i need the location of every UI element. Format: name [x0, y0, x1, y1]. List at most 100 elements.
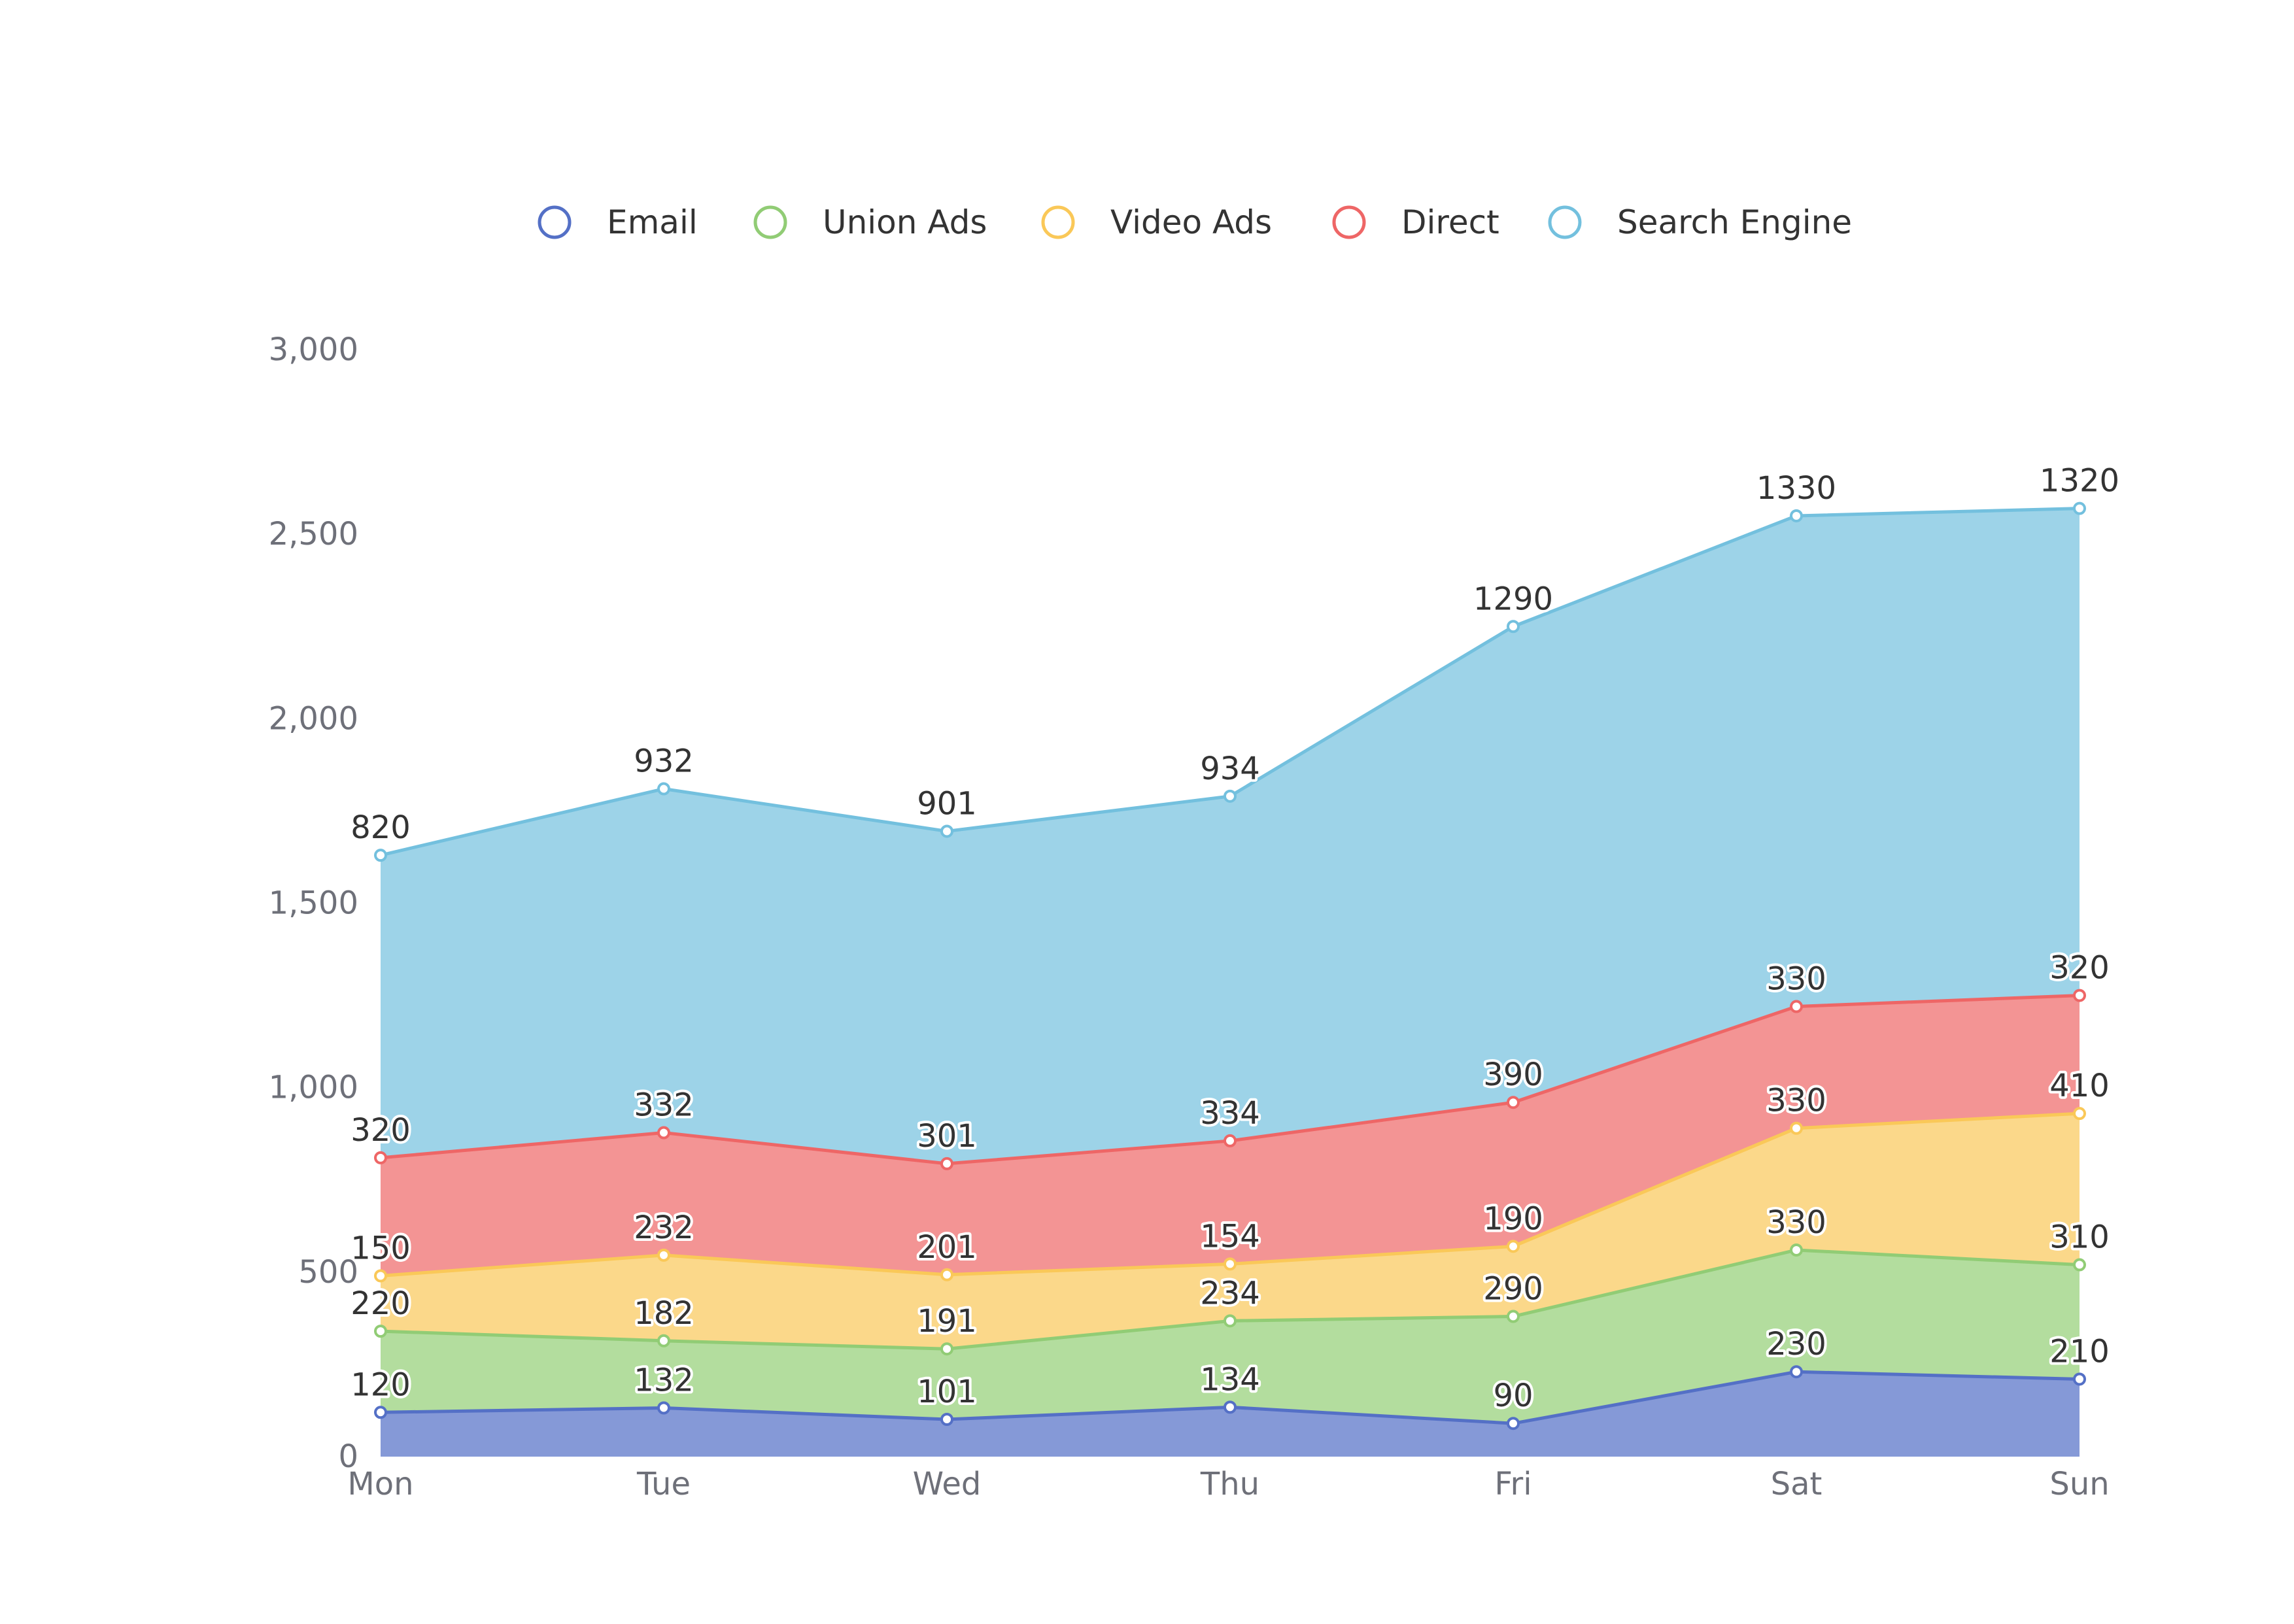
data-label-union-ads: 191 [917, 1303, 977, 1340]
area-search-engine [381, 508, 2080, 1164]
data-point-direct[interactable] [1507, 1096, 1520, 1109]
data-label-direct: 390 [1483, 1057, 1543, 1093]
data-label-email: 230 [1766, 1326, 1826, 1362]
x-tick-label: Thu [1200, 1466, 1259, 1502]
area-direct [381, 995, 2080, 1276]
data-point-email[interactable] [374, 1406, 387, 1419]
legend-label: Direct [1401, 203, 1499, 241]
legend-label: Video Ads [1110, 203, 1272, 241]
data-label-union-ads: 182 [634, 1295, 694, 1332]
area-email [381, 1372, 2080, 1457]
data-point-direct[interactable] [1224, 1134, 1237, 1147]
data-point-email[interactable] [2073, 1372, 2086, 1386]
data-label-email: 120 [351, 1366, 411, 1403]
y-tick-label: 3,000 [269, 331, 358, 368]
area-union-ads [381, 1249, 2080, 1424]
y-tick-label: 0 [338, 1438, 358, 1475]
data-point-search-engine[interactable] [1790, 509, 1803, 522]
legend-label: Union Ads [823, 203, 987, 241]
data-point-union-ads[interactable] [2073, 1258, 2086, 1272]
x-tick-label: Tue [636, 1466, 691, 1502]
legend-item-email[interactable]: Email [538, 203, 698, 241]
legend-label: Email [607, 203, 698, 241]
data-point-union-ads[interactable] [657, 1334, 670, 1347]
data-point-union-ads[interactable] [940, 1342, 953, 1356]
data-label-video-ads: 154 [1200, 1218, 1260, 1255]
data-point-search-engine[interactable] [1224, 789, 1237, 803]
legend-item-video-ads[interactable]: Video Ads [1041, 203, 1272, 241]
data-label-email: 210 [2049, 1333, 2110, 1370]
data-labels-layer: 120 132 101 134 90 230 210 220 182 191 234 290 330 31… [348, 460, 2122, 1417]
data-label-search-engine: 820 [351, 809, 411, 846]
data-point-union-ads[interactable] [1507, 1310, 1520, 1323]
data-point-search-engine[interactable] [374, 849, 387, 862]
data-point-video-ads[interactable] [1507, 1240, 1520, 1253]
x-tick-label: Wed [913, 1466, 982, 1502]
data-point-video-ads[interactable] [2073, 1107, 2086, 1121]
data-point-direct[interactable] [2073, 989, 2086, 1002]
data-label-union-ads: 290 [1483, 1271, 1543, 1308]
data-label-email: 90 [1493, 1378, 1533, 1414]
data-label-search-engine: 1330 [1756, 470, 1836, 507]
areas-layer [381, 508, 2080, 1457]
data-point-search-engine[interactable] [940, 824, 953, 838]
data-label-video-ads: 190 [1483, 1200, 1543, 1237]
data-point-direct[interactable] [1790, 1000, 1803, 1013]
data-label-video-ads: 410 [2049, 1068, 2110, 1104]
data-label-union-ads: 310 [2049, 1219, 2110, 1256]
data-label-video-ads: 232 [634, 1210, 694, 1246]
y-tick-label: 2,500 [269, 516, 358, 552]
y-tick-label: 1,500 [269, 885, 358, 922]
data-point-union-ads[interactable] [1790, 1243, 1803, 1257]
data-point-video-ads[interactable] [374, 1269, 387, 1283]
data-label-search-engine: 901 [917, 785, 977, 822]
data-point-search-engine[interactable] [1507, 620, 1520, 634]
legend-marker-icon [1041, 205, 1075, 239]
data-point-video-ads[interactable] [1224, 1257, 1237, 1271]
legend-item-direct[interactable]: Direct [1332, 203, 1499, 241]
data-label-email: 132 [634, 1362, 694, 1399]
data-label-video-ads: 150 [351, 1230, 411, 1266]
data-point-email[interactable] [1507, 1417, 1520, 1430]
legend-item-union-ads[interactable]: Union Ads [753, 203, 987, 241]
data-point-direct[interactable] [374, 1151, 387, 1164]
data-point-search-engine[interactable] [2073, 501, 2086, 515]
data-point-direct[interactable] [657, 1126, 670, 1140]
data-point-email[interactable] [1790, 1365, 1803, 1379]
data-point-search-engine[interactable] [657, 782, 670, 796]
data-label-direct: 330 [1766, 961, 1826, 998]
data-label-direct: 320 [351, 1112, 411, 1149]
legend-marker-icon [1548, 205, 1582, 239]
data-label-direct: 334 [1200, 1095, 1260, 1132]
legend-item-search-engine[interactable]: Search Engine [1548, 203, 1852, 241]
data-label-search-engine: 1290 [1473, 581, 1553, 617]
data-point-video-ads[interactable] [1790, 1121, 1803, 1135]
data-point-email[interactable] [940, 1413, 953, 1427]
data-point-email[interactable] [657, 1401, 670, 1415]
data-label-search-engine: 932 [634, 743, 694, 780]
data-label-video-ads: 330 [1766, 1083, 1826, 1119]
x-tick-label: Fri [1494, 1466, 1532, 1502]
area-video-ads [381, 1113, 2080, 1349]
x-tick-label: Mon [347, 1466, 413, 1502]
points-layer [374, 501, 2086, 1430]
data-point-email[interactable] [1224, 1400, 1237, 1414]
data-point-union-ads[interactable] [1224, 1314, 1237, 1328]
legend-marker-icon [753, 205, 787, 239]
y-tick-label: 2,000 [269, 700, 358, 737]
data-label-email: 134 [1200, 1361, 1260, 1398]
data-label-video-ads: 201 [917, 1229, 977, 1266]
data-point-video-ads[interactable] [940, 1268, 953, 1281]
data-point-union-ads[interactable] [374, 1325, 387, 1338]
legend-label: Search Engine [1617, 203, 1852, 241]
data-point-video-ads[interactable] [657, 1248, 670, 1262]
y-tick-label: 500 [298, 1254, 358, 1291]
data-label-direct: 301 [917, 1118, 977, 1155]
y-tick-label: 1,000 [269, 1070, 358, 1106]
data-label-direct: 320 [2049, 950, 2110, 987]
data-point-direct[interactable] [940, 1157, 953, 1170]
legend-marker-icon [538, 205, 572, 239]
data-label-search-engine: 934 [1200, 751, 1260, 787]
legend: Email Union Ads Video Ads Direct Search Engi… [538, 203, 1852, 241]
